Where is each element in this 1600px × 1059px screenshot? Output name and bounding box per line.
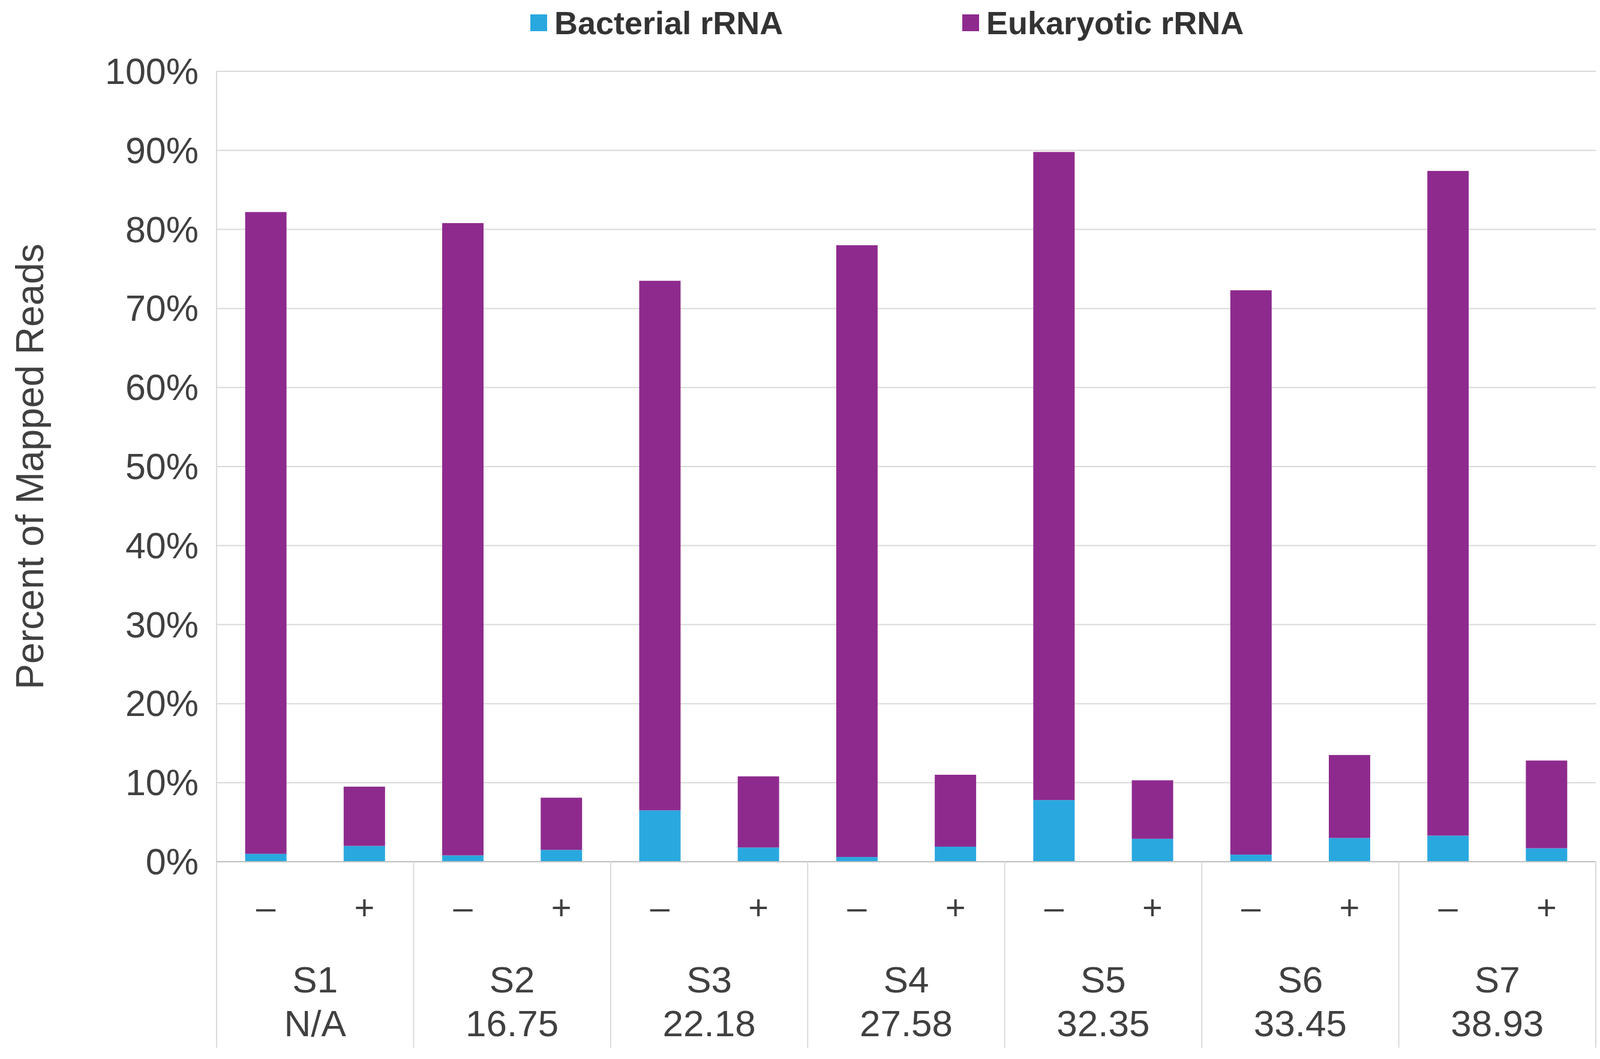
group-sublabel: N/A — [284, 1003, 347, 1045]
y-tick-label: 10% — [125, 762, 199, 804]
bar-segment — [737, 776, 780, 849]
bar-segment — [1328, 838, 1371, 863]
y-axis-line — [215, 71, 218, 863]
grid-line — [216, 70, 1596, 72]
y-tick-label: 40% — [125, 525, 199, 567]
group-sublabel: 38.93 — [1450, 1003, 1544, 1045]
y-tick-label: 100% — [104, 50, 199, 92]
bar-segment — [343, 787, 386, 847]
x-tick-label: – — [1241, 887, 1262, 927]
bars — [245, 151, 1568, 863]
group-separator — [610, 862, 612, 1049]
x-tick-label: + — [1339, 887, 1361, 927]
group-separator — [1004, 862, 1006, 1049]
x-tick-label: + — [748, 887, 769, 927]
bar-segment — [245, 212, 287, 855]
x-tick-label: + — [1536, 887, 1557, 927]
group-separator — [215, 862, 218, 1049]
group-label: S5 — [1080, 959, 1127, 1001]
grid-line — [216, 386, 1596, 389]
bar-segment — [1230, 290, 1272, 855]
group-label: S2 — [489, 959, 536, 1001]
y-tick-label: 90% — [125, 130, 199, 171]
legend: Bacterial rRNA Eukaryotic rRNA — [530, 4, 1244, 41]
group-separator — [806, 862, 809, 1049]
bar-segment — [245, 854, 287, 863]
group-sublabel: 16.75 — [465, 1003, 559, 1045]
bar-segment — [638, 810, 681, 863]
grid-line — [216, 545, 1596, 547]
group-separator — [1595, 862, 1597, 1049]
bar-segment — [836, 857, 878, 863]
bar-segment — [1427, 170, 1469, 836]
x-tick-label: – — [650, 887, 671, 927]
x-tick-label: + — [551, 887, 572, 927]
legend-swatch — [962, 14, 980, 32]
group-separator — [412, 862, 414, 1049]
grid-line — [216, 782, 1596, 784]
grid-line — [216, 466, 1596, 468]
x-tick-label: + — [945, 887, 966, 927]
bar-segment — [540, 797, 582, 851]
bar-segment — [442, 855, 484, 863]
group-separator — [1201, 862, 1203, 1049]
group-sublabel: 27.58 — [859, 1003, 953, 1045]
grid-line — [216, 307, 1596, 309]
bar-segment — [1132, 839, 1174, 863]
x-tick-label: – — [256, 887, 276, 927]
grid-line — [216, 149, 1596, 152]
x-tick-label: – — [1438, 887, 1459, 927]
group-sublabel: 32.35 — [1056, 1003, 1150, 1045]
y-axis-label: Percent of Mapped Reads — [8, 243, 52, 690]
x-tick-label: – — [847, 887, 867, 927]
group-separator — [1398, 862, 1400, 1049]
group-sublabel: 22.18 — [662, 1003, 756, 1045]
legend-swatch — [530, 14, 548, 32]
y-tick-label: 30% — [125, 604, 199, 646]
bar-segment — [934, 775, 977, 848]
x-tick-label: + — [1142, 887, 1163, 927]
y-tick-label: 50% — [125, 446, 199, 488]
bar-segment — [1525, 760, 1568, 849]
bar-segment — [1525, 848, 1568, 863]
grid-line — [216, 229, 1596, 231]
x-axis-line — [216, 861, 1596, 863]
grid-line — [216, 703, 1596, 705]
bar-segment — [343, 846, 386, 863]
legend-label: Bacterial rRNA — [554, 4, 783, 41]
x-tick-label: + — [353, 887, 375, 927]
group-label: S6 — [1277, 959, 1323, 1001]
bar-segment — [1033, 800, 1075, 863]
bar-segment — [1427, 836, 1469, 863]
group-label: S1 — [292, 959, 338, 1001]
y-tick-label: 0% — [145, 841, 199, 883]
bar-segment — [1230, 854, 1272, 863]
grid-line — [216, 624, 1596, 626]
bar-segment — [540, 850, 582, 863]
x-tick-label: – — [1044, 887, 1065, 927]
bar-segment — [934, 847, 977, 863]
group-label: S4 — [883, 959, 930, 1001]
group-label: S7 — [1474, 959, 1521, 1001]
y-tick-label: 60% — [125, 367, 199, 408]
bar-segment — [836, 245, 878, 858]
y-tick-label: 20% — [125, 683, 199, 725]
legend-label: Eukaryotic rRNA — [986, 4, 1244, 41]
bar-segment — [1132, 780, 1174, 840]
bar-segment — [737, 847, 780, 863]
bar-segment — [1033, 151, 1075, 801]
x-tick-label: – — [452, 887, 473, 927]
y-tick-label: 80% — [125, 209, 199, 251]
y-tick-label: 70% — [125, 287, 199, 329]
bar-segment — [1328, 755, 1371, 839]
group-sublabel: 33.45 — [1253, 1003, 1347, 1045]
chart: 0% 10% 20% 30% 40% 50% 60% 70% 80% 90% 100% – + – + – + –… — [0, 0, 1600, 1059]
bar-segment — [638, 280, 681, 811]
bar-segment — [442, 223, 484, 856]
group-label: S3 — [686, 959, 732, 1001]
